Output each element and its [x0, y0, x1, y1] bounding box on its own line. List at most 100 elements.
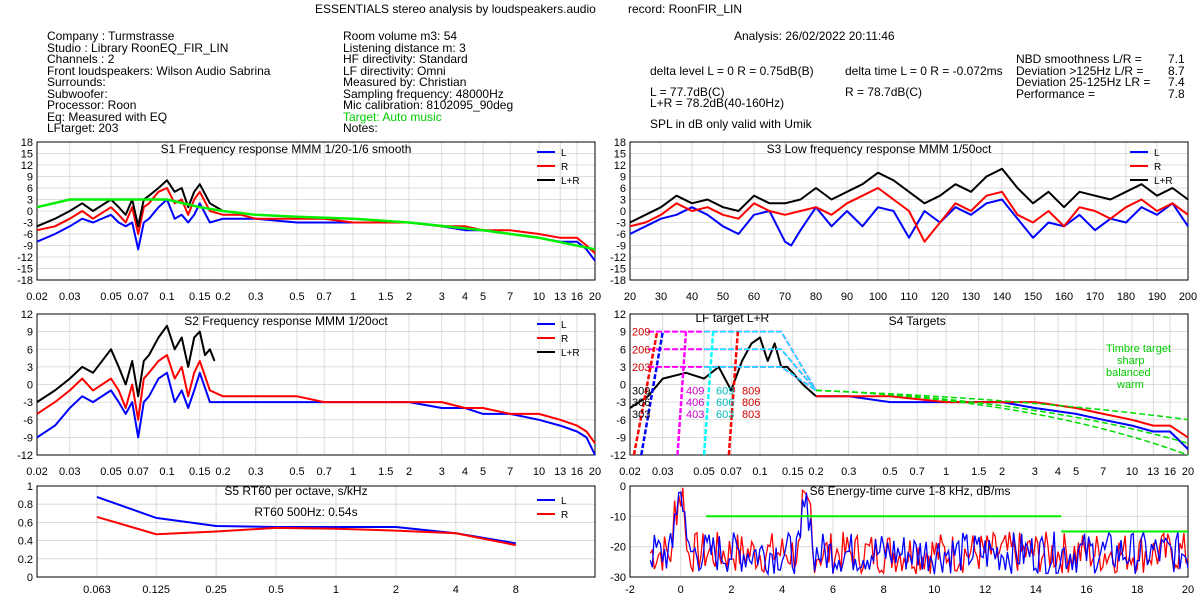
y-tick-label: -9 [23, 432, 33, 444]
lf-target-label: 209 [632, 327, 650, 339]
info-left-line: Subwoofer: [47, 86, 108, 101]
score-label: Deviation 25-125Hz LR = [1016, 75, 1151, 89]
x-tick-label: 2 [728, 584, 734, 596]
x-tick-label: 13 [1147, 466, 1159, 478]
y-tick-label: 3 [620, 362, 626, 374]
lf-target-label: 409 [686, 385, 704, 397]
x-tick-label: 4 [779, 584, 785, 596]
score-value: 8.7 [1168, 63, 1185, 78]
y-tick-label: 9 [620, 172, 626, 184]
series-lplusr [36, 179, 224, 228]
legend-label: R [561, 510, 568, 521]
series-r [816, 395, 1189, 439]
x-tick-label: 40 [686, 291, 698, 303]
y-tick-label: 9 [620, 327, 626, 339]
score-label: NBD smoothness L/R = [1016, 52, 1142, 66]
x-tick-label: 110 [900, 291, 918, 303]
y-tick-label: 6 [620, 344, 626, 356]
y-tick-label: 0 [620, 380, 626, 392]
y-tick-label: 15 [21, 149, 33, 161]
y-tick-label: 6 [27, 344, 33, 356]
x-tick-label: 0.125 [142, 584, 170, 596]
x-tick-label: 1.5 [378, 466, 393, 478]
info-mid-line: Sampling frequency: 48000Hz [343, 86, 504, 101]
info-left-line: Studio : Library RoonEQ_FIR_LIN [47, 40, 229, 55]
x-tick-label: 0.1 [159, 466, 174, 478]
x-tick-label: 0.3 [841, 466, 856, 478]
lf-target-label: 203 [632, 362, 650, 374]
x-tick-label: 1 [943, 466, 949, 478]
y-tick-label: 18 [21, 137, 33, 149]
x-tick-label: 150 [1024, 291, 1042, 303]
y-tick-label: -12 [610, 450, 626, 462]
x-tick-label: 10 [928, 584, 940, 596]
plot-frame [36, 141, 596, 281]
x-tick-label: 20 [589, 291, 601, 303]
x-tick-label: 16 [1164, 466, 1176, 478]
y-tick-label: -3 [23, 397, 33, 409]
score-value: 7.4 [1168, 75, 1185, 89]
x-tick-label: 0.1 [159, 291, 174, 303]
plot-frame [36, 313, 596, 456]
y-tick-label: -15 [17, 264, 33, 276]
x-tick-label: 0.03 [59, 466, 80, 478]
y-tick-label: 18 [614, 137, 626, 149]
y-tick-label: 12 [614, 309, 626, 321]
y-tick-label: 12 [21, 309, 33, 321]
lf-target-shelf-cyan [704, 330, 817, 391]
y-tick-label: -6 [616, 229, 626, 241]
x-tick-label: 8 [881, 584, 887, 596]
x-tick-label: 8 [513, 584, 519, 596]
x-tick-label: 20 [589, 466, 601, 478]
rt60-annotation: RT60 500Hz: 0.54s [254, 505, 357, 519]
x-tick-label: 30 [655, 291, 667, 303]
x-tick-label: 1 [350, 291, 356, 303]
x-tick-label: 0.02 [619, 466, 640, 478]
x-tick-label: 12 [979, 584, 991, 596]
y-tick-label: 0 [27, 206, 33, 218]
x-tick-label: 13 [554, 466, 566, 478]
y-tick-label: 6 [620, 183, 626, 195]
x-tick-label: 1 [333, 584, 339, 596]
info-mid-line: Notes: [343, 121, 378, 135]
series-target [36, 198, 596, 251]
x-tick-label: 0.7 [317, 291, 332, 303]
series-r [36, 187, 596, 254]
x-tick-label: 140 [993, 291, 1011, 303]
x-tick-label: 0.05 [693, 466, 714, 478]
chart-title: S4 Targets [889, 314, 946, 328]
x-tick-label: 0.2 [215, 291, 230, 303]
x-tick-label: 4 [462, 466, 468, 478]
x-tick-label: 20 [1182, 584, 1194, 596]
info-mid-line: Listening distance m: 3 [343, 40, 466, 55]
x-tick-label: 90 [841, 291, 853, 303]
x-tick-label: 5 [480, 291, 486, 303]
info-left-line: Company : Turmstrasse [47, 29, 175, 43]
series-lplusr [629, 336, 817, 409]
x-tick-label: 170 [1086, 291, 1104, 303]
series-l [36, 371, 596, 456]
x-tick-label: 0.03 [652, 466, 673, 478]
x-tick-label: 0.02 [26, 466, 47, 478]
y-tick-label: 3 [620, 195, 626, 207]
x-tick-label: 80 [810, 291, 822, 303]
y-tick-label: -6 [23, 229, 33, 241]
x-tick-label: 2 [406, 291, 412, 303]
report-title: ESSENTIALS stereo analysis by loudspeake… [315, 2, 596, 16]
x-tick-label: 10 [1126, 466, 1138, 478]
y-tick-label: 0 [620, 481, 626, 493]
legend-label: R [561, 334, 568, 345]
x-tick-label: 10 [533, 466, 545, 478]
y-tick-label: -12 [610, 252, 626, 264]
chart-subtitle: LF target L+R [696, 311, 770, 325]
x-tick-label: 16 [1080, 584, 1092, 596]
x-tick-label: 0.5 [268, 584, 283, 596]
chart-title: S2 Frequency response MMM 1/20oct [184, 314, 388, 328]
x-tick-label: 0.02 [26, 291, 47, 303]
lf-target-shelf-cyan [704, 348, 817, 391]
x-tick-label: 0.07 [127, 466, 148, 478]
x-tick-label: 0.5 [289, 291, 304, 303]
x-tick-label: 0.7 [910, 466, 925, 478]
info-left-line: Eq: Measured with EQ [47, 109, 168, 124]
